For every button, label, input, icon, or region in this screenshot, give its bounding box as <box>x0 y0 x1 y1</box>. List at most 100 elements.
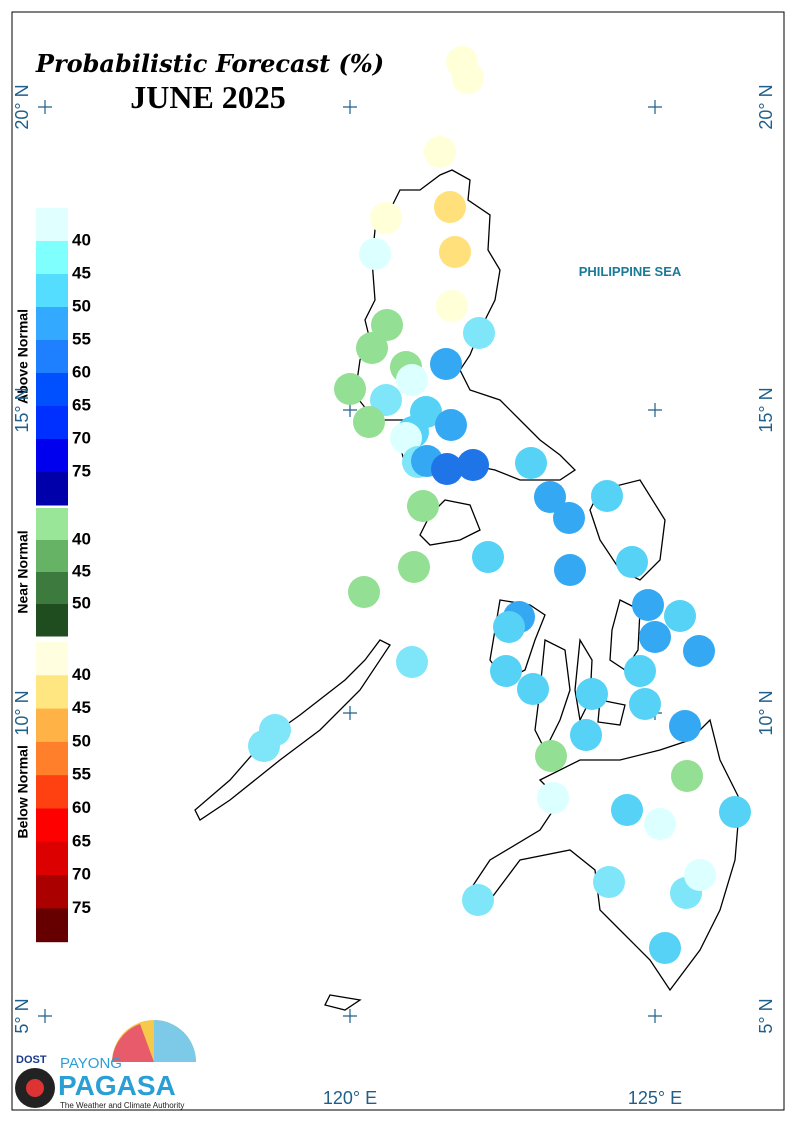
station-marker <box>611 794 643 826</box>
legend-swatch <box>36 241 68 275</box>
legend-tick-label: 50 <box>72 731 91 750</box>
legend-group-label: Near Normal <box>15 530 31 613</box>
station-marker <box>664 600 696 632</box>
legend-swatch <box>36 439 68 473</box>
lat-label: 5° N <box>756 998 776 1033</box>
legend-tick-label: 75 <box>72 461 91 480</box>
legend-swatch <box>36 741 68 776</box>
lat-label: 10° N <box>756 690 776 735</box>
station-marker <box>535 740 567 772</box>
legend-tick-label: 65 <box>72 831 91 850</box>
logo-emblem-center <box>26 1079 44 1097</box>
station-marker <box>407 490 439 522</box>
station-marker <box>684 859 716 891</box>
station-marker <box>629 688 661 720</box>
legend-tick-label: 75 <box>72 898 91 917</box>
logo: DOST PAYONG PAGASA The Weather and Clima… <box>15 1020 196 1110</box>
legend-tick-label: 45 <box>72 561 91 580</box>
legend-swatch <box>36 508 68 541</box>
legend-swatch <box>36 406 68 440</box>
station-marker <box>396 364 428 396</box>
legend-swatch <box>36 875 68 909</box>
legend-swatch <box>36 340 68 374</box>
station-marker <box>671 760 703 792</box>
station-marker <box>472 541 504 573</box>
legend-swatch <box>36 808 68 843</box>
lat-label: 10° N <box>12 690 32 735</box>
legend-tick-label: 70 <box>72 428 91 447</box>
station-markers <box>248 46 751 964</box>
station-marker <box>517 673 549 705</box>
station-marker <box>439 236 471 268</box>
legend-swatch <box>36 540 68 573</box>
legend-swatch <box>36 307 68 341</box>
legend-swatch <box>36 708 68 743</box>
logo-umbrella-part <box>154 1020 196 1062</box>
legend-tick-label: 60 <box>72 362 91 381</box>
legend-swatch <box>36 675 68 710</box>
sea-label: PHILIPPINE SEA <box>579 264 682 279</box>
station-marker <box>431 453 463 485</box>
legend-tick-label: 40 <box>72 529 91 548</box>
lat-label: 20° N <box>756 84 776 129</box>
legend-tick-label: 70 <box>72 865 91 884</box>
station-marker <box>436 290 468 322</box>
station-marker <box>719 796 751 828</box>
station-marker <box>430 348 462 380</box>
lat-label: 15° N <box>756 387 776 432</box>
station-marker <box>462 884 494 916</box>
station-marker <box>644 808 676 840</box>
legend-group-label: Below Normal <box>15 745 31 838</box>
legend-tick-label: 45 <box>72 698 91 717</box>
station-marker <box>353 406 385 438</box>
station-marker <box>356 332 388 364</box>
station-marker <box>371 309 403 341</box>
station-marker <box>348 576 380 608</box>
station-marker <box>591 480 623 512</box>
station-marker <box>649 932 681 964</box>
logo-line1: PAYONG <box>60 1055 122 1072</box>
legend-swatch <box>36 274 68 308</box>
station-marker <box>515 447 547 479</box>
station-marker <box>370 202 402 234</box>
legend-tick-label: 45 <box>72 263 91 282</box>
legend: 40 45 50 55 60 65 70 75 Above Normal 40 45 50 Near N… <box>15 208 91 943</box>
station-marker <box>463 317 495 349</box>
legend-swatch <box>36 841 68 876</box>
lon-label: 120° E <box>323 1088 377 1108</box>
station-marker <box>570 719 602 751</box>
map-title: Probabilistic Forecast (%) <box>35 49 384 78</box>
lat-label: 15° N <box>12 387 32 432</box>
station-marker <box>624 655 656 687</box>
station-marker <box>457 449 489 481</box>
legend-swatch <box>36 604 68 637</box>
station-marker <box>537 782 569 814</box>
legend-tick-label: 55 <box>72 765 91 784</box>
station-marker <box>632 589 664 621</box>
station-marker <box>434 191 466 223</box>
logo-tagline: The Weather and Climate Authority <box>60 1101 184 1110</box>
legend-group-label: Above Normal <box>15 309 31 404</box>
station-marker <box>493 611 525 643</box>
legend-swatch <box>36 908 68 943</box>
station-marker <box>390 422 422 454</box>
station-marker <box>683 635 715 667</box>
station-marker <box>452 62 484 94</box>
station-marker <box>639 621 671 653</box>
axis-labels: 20° N 20° N 15° N 15° N 10° N 10° N 5° N 5° N 12… <box>12 84 776 1108</box>
station-marker <box>370 384 402 416</box>
station-marker <box>490 655 522 687</box>
legend-tick-label: 60 <box>72 798 91 817</box>
station-marker <box>248 730 280 762</box>
station-marker <box>424 136 456 168</box>
station-marker <box>334 373 366 405</box>
legend-tick-label: 50 <box>72 593 91 612</box>
logo-umbrella-part <box>112 1024 154 1062</box>
station-marker <box>593 866 625 898</box>
station-marker <box>396 646 428 678</box>
logo-line2: PAGASA <box>58 1070 176 1101</box>
legend-swatch <box>36 642 68 676</box>
map-subtitle: JUNE 2025 <box>130 79 286 115</box>
legend-swatch <box>36 208 68 242</box>
station-marker <box>398 551 430 583</box>
